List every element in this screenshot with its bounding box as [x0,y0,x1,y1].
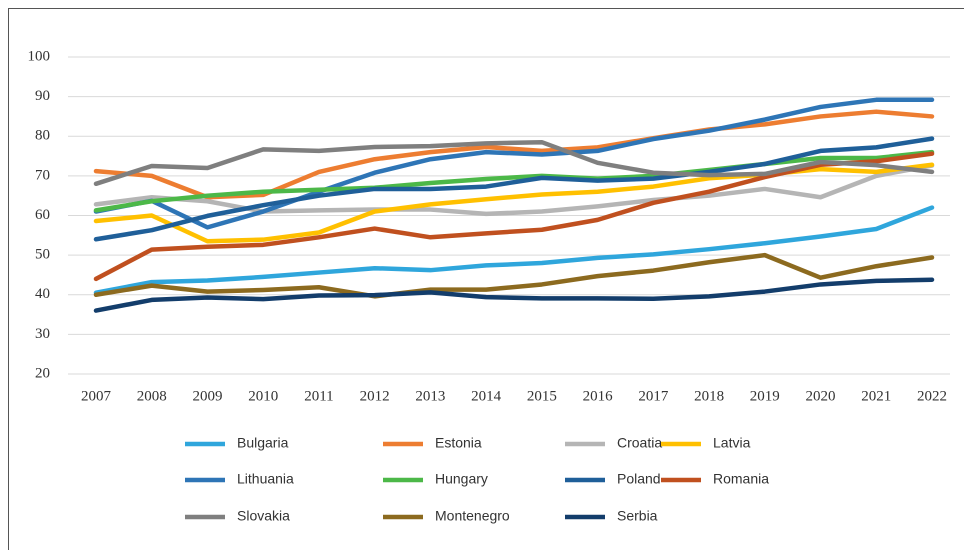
x-tick-label: 2013 [415,388,445,404]
series-line [93,136,935,242]
y-tick-label: 100 [28,48,51,64]
legend-label: Montenegro [435,508,510,524]
x-tick-label: 2009 [192,388,222,404]
legend-label: Lithuania [237,471,294,487]
legend: Bulgaria Estonia Croatia Latvia Lithuania Hun… [185,435,769,524]
series-line [93,109,935,200]
x-tick-label: 2015 [527,388,557,404]
x-tick-label: 2007 [81,388,112,404]
series-line [93,205,935,296]
legend-label: Estonia [435,435,482,451]
x-tick-label: 2014 [471,388,502,404]
x-tick-label: 2016 [583,388,614,404]
y-tick-label: 20 [35,365,50,381]
x-tick-label: 2017 [638,388,669,404]
legend-label: Serbia [617,508,658,524]
series-line [93,151,935,282]
x-tick-label: 2008 [137,388,167,404]
x-tick-label: 2010 [248,388,278,404]
legend-label: Poland [617,471,661,487]
series-line [93,149,935,213]
series-line [93,139,935,187]
y-tick-label: 30 [35,326,50,342]
legend-label: Croatia [617,435,662,451]
series-line [93,97,935,230]
legend-label: Romania [713,471,769,487]
legend-label: Slovakia [237,508,290,524]
y-tick-label: 50 [35,247,50,263]
x-tick-label: 2011 [304,388,333,404]
legend-label: Latvia [713,435,751,451]
y-tick-label: 80 [35,128,50,144]
frame [8,8,964,550]
y-tick-label: 90 [35,88,50,104]
series-line [93,163,935,217]
legend-label: Hungary [435,471,488,487]
x-tick-label: 2020 [806,388,836,404]
x-tick-label: 2018 [694,388,724,404]
x-tick-label: 2022 [917,388,947,404]
x-tick-label: 2012 [360,388,390,404]
legend-label: Bulgaria [237,435,289,451]
series-line [93,277,935,313]
series-line [93,252,935,299]
y-tick-label: 60 [35,207,50,223]
x-tick-label: 2021 [861,388,891,404]
y-tick-label: 40 [35,286,50,302]
y-tick-label: 70 [35,167,50,183]
x-tick-label: 2019 [750,388,780,404]
